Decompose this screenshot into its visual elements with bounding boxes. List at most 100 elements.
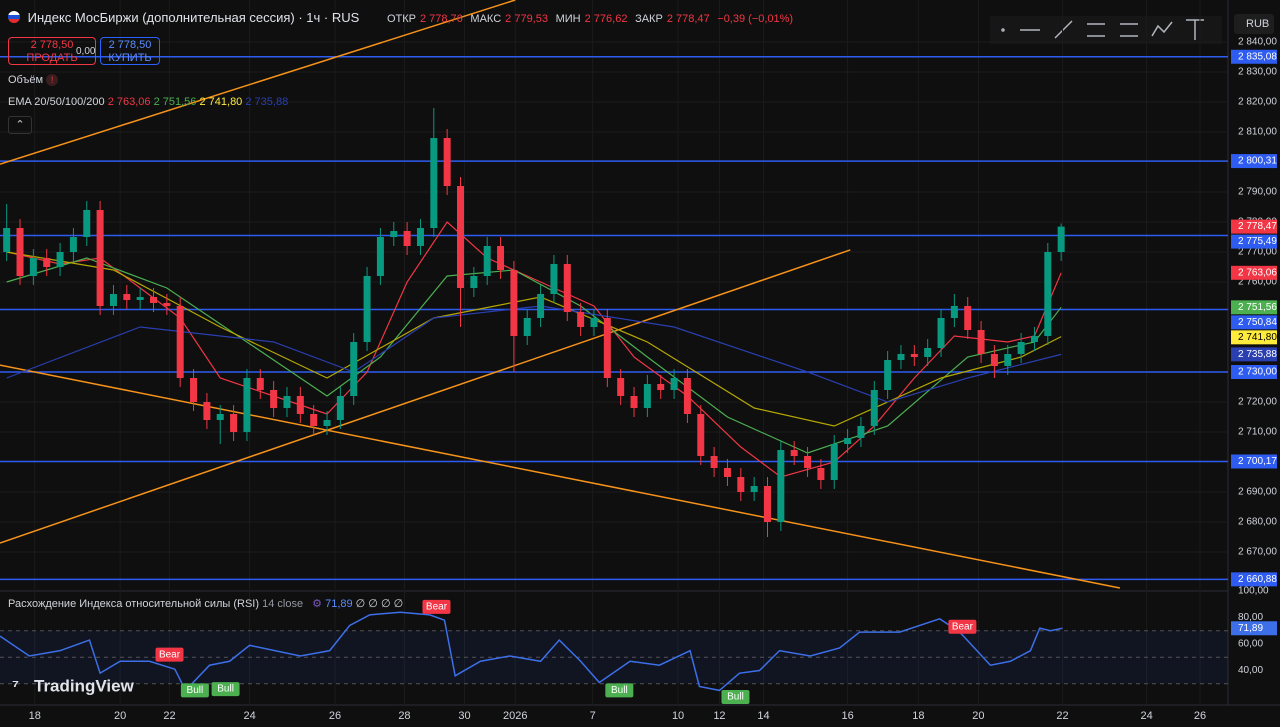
x-tick-label: 28 bbox=[398, 710, 410, 722]
candle-body bbox=[870, 390, 878, 426]
rsi-extras: ∅ ∅ ∅ ∅ bbox=[355, 598, 404, 610]
signal-label-box bbox=[211, 682, 240, 697]
y-tick-label: 2 710,00 bbox=[1238, 427, 1277, 438]
candle-body bbox=[43, 258, 51, 267]
candle-body bbox=[617, 378, 625, 396]
price-tag-label: 2 660,88 bbox=[1238, 574, 1277, 585]
candle-body bbox=[523, 318, 531, 336]
x-tick-label: 30 bbox=[458, 710, 470, 722]
candle-body bbox=[817, 468, 825, 480]
candle-body bbox=[603, 318, 611, 378]
y-tick-label: 2 760,00 bbox=[1238, 277, 1277, 288]
candle-body bbox=[990, 354, 998, 366]
candle-body bbox=[96, 210, 104, 306]
tool-trend[interactable] bbox=[1054, 20, 1073, 39]
ohlc-key: МАКС bbox=[470, 13, 502, 25]
ema-value: 2 735,88 bbox=[245, 96, 289, 108]
x-tick-label: 26 bbox=[329, 710, 341, 722]
logo-mark: ⁷ bbox=[12, 676, 19, 695]
candle-body bbox=[510, 270, 518, 336]
y-tick-label: 2 690,00 bbox=[1238, 487, 1277, 498]
candle-body bbox=[497, 246, 505, 270]
y-tick-label: 2 680,00 bbox=[1238, 517, 1277, 528]
y-tick-label: 60,00 bbox=[1238, 639, 1263, 650]
title: Индекс МосБиржи (дополнительная сессия) … bbox=[27, 10, 360, 25]
candle-body bbox=[123, 294, 131, 300]
candle-body bbox=[83, 210, 91, 237]
x-tick-label: 24 bbox=[1140, 710, 1152, 722]
candle-body bbox=[537, 294, 545, 318]
ema-line bbox=[6, 257, 1062, 454]
price-tag-label: 2 835,08 bbox=[1238, 51, 1277, 62]
candle-body bbox=[243, 378, 251, 432]
volume-label: Объём bbox=[8, 74, 44, 86]
flag bbox=[8, 11, 20, 23]
sell-price: 2 778,50 bbox=[30, 39, 74, 51]
ema-value: 2 741,80 bbox=[199, 96, 243, 108]
candle-body bbox=[1017, 342, 1025, 354]
candle-body bbox=[323, 420, 331, 426]
candle-body bbox=[270, 390, 278, 408]
candle-body bbox=[710, 456, 718, 468]
x-tick-label: 10 bbox=[672, 710, 684, 722]
x-tick-label: 12 bbox=[713, 710, 725, 722]
candle-body bbox=[1057, 226, 1065, 252]
candle-body bbox=[590, 318, 598, 327]
candle-body bbox=[3, 228, 11, 252]
candle-body bbox=[216, 414, 224, 420]
buy-price: 2 778,50 bbox=[108, 39, 152, 51]
candle-body bbox=[296, 396, 304, 414]
candle-body bbox=[924, 348, 932, 357]
y-tick-label: 2 790,00 bbox=[1238, 187, 1277, 198]
candle-body bbox=[764, 486, 771, 522]
signal-label-box bbox=[721, 690, 750, 705]
ema-legend: EMA 20/50/100/200 2 763,06 2 751,56 2 74… bbox=[8, 96, 288, 108]
candle-body bbox=[376, 237, 384, 276]
x-tick-label: 18 bbox=[912, 710, 924, 722]
rsi-tag-label: 71,89 bbox=[1238, 623, 1263, 634]
candle-body bbox=[457, 186, 464, 288]
spread: 0,00 bbox=[76, 46, 96, 57]
price-tag-label: 2 735,88 bbox=[1238, 349, 1277, 360]
candle-body bbox=[176, 306, 184, 378]
candle-body bbox=[416, 228, 424, 246]
candle-body bbox=[643, 384, 651, 408]
candle-body bbox=[1030, 336, 1038, 342]
ohlc-value: 2 778,76 bbox=[419, 13, 463, 25]
y-tick-label: 2 670,00 bbox=[1238, 547, 1277, 558]
candle-body bbox=[56, 252, 64, 267]
logo: TradingView bbox=[34, 676, 135, 695]
signal-label: Bull bbox=[727, 692, 744, 703]
y-tick-label: 2 840,00 bbox=[1238, 37, 1277, 48]
currency[interactable]: RUB bbox=[1246, 18, 1269, 30]
collapse-button[interactable]: ⌃ bbox=[8, 116, 32, 134]
y-tick-label: 40,00 bbox=[1238, 665, 1263, 676]
rsi-tag bbox=[1231, 621, 1277, 636]
sell-label: ПРОДАТЬ bbox=[26, 52, 78, 64]
ohlc-value: 2 776,62 bbox=[584, 13, 628, 25]
x-tick-label: 20 bbox=[972, 710, 984, 722]
change: −0,39 (−0,01%) bbox=[717, 13, 794, 25]
rsi-line bbox=[0, 611, 1063, 692]
drag-handle[interactable] bbox=[1001, 28, 1005, 32]
ema-name: EMA 20/50/100/200 bbox=[8, 96, 105, 108]
candle-body bbox=[403, 231, 411, 246]
warn-icon[interactable]: ! bbox=[46, 74, 59, 86]
sell-button[interactable]: 2 778,50 ПРОДАТЬ bbox=[8, 37, 96, 65]
price-tag bbox=[1231, 315, 1277, 330]
ema-value: 2 751,56 bbox=[153, 96, 197, 108]
signal-label-box bbox=[180, 683, 209, 698]
buy-button[interactable]: 2 778,50 КУПИТЬ bbox=[100, 37, 160, 65]
ohlc-key: МИН bbox=[555, 13, 581, 25]
candle-body bbox=[884, 360, 892, 390]
signal-label-box bbox=[605, 683, 634, 698]
x-tick-label: 18 bbox=[29, 710, 41, 722]
candle-body bbox=[670, 378, 678, 390]
signal-label-box bbox=[155, 647, 184, 662]
currency-box[interactable] bbox=[1234, 14, 1274, 34]
candle-body bbox=[857, 426, 865, 438]
tool-pattern[interactable] bbox=[1151, 21, 1173, 37]
price-tag bbox=[1231, 219, 1277, 234]
candle-body bbox=[750, 486, 758, 492]
